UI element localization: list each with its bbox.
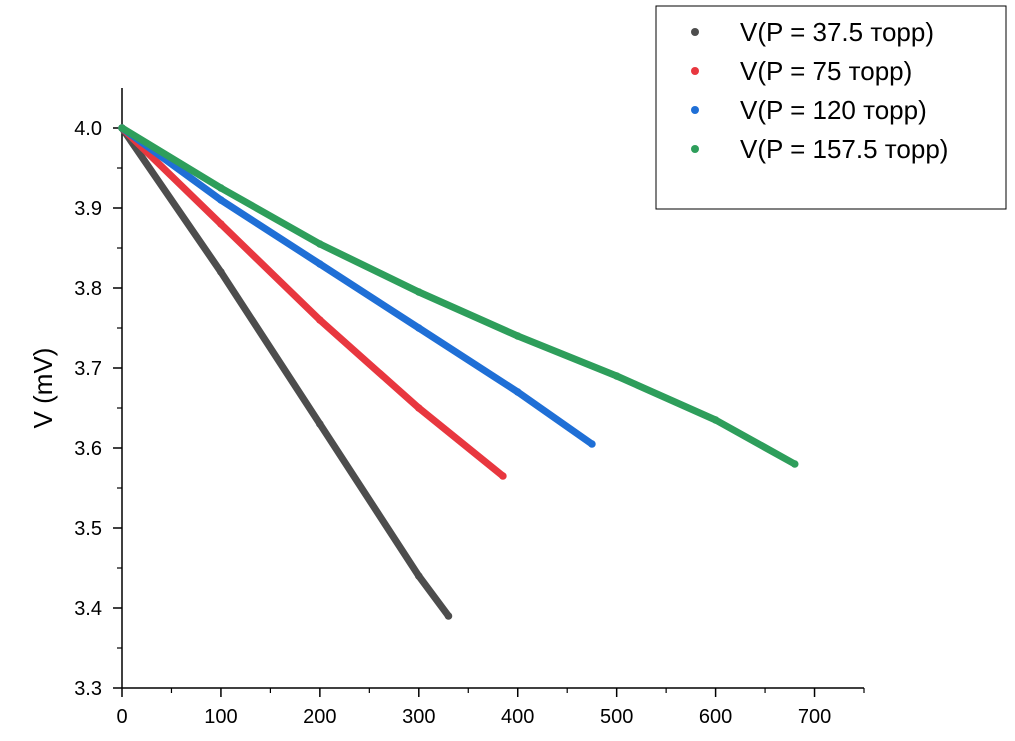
legend-label: V(P = 37.5 торр) <box>740 17 934 47</box>
data-point <box>415 324 423 332</box>
x-tick-label: 0 <box>116 706 127 728</box>
data-point <box>316 420 324 428</box>
legend-marker <box>691 67 699 75</box>
data-point <box>513 332 522 340</box>
x-tick-label: 700 <box>798 706 831 728</box>
legend-marker <box>691 28 699 36</box>
legend-label: V(P = 157.5 торр) <box>740 134 948 164</box>
series-line-3 <box>118 124 799 468</box>
x-tick-label: 200 <box>303 706 336 728</box>
legend-box <box>655 5 1007 210</box>
y-tick-label: 3.8 <box>74 278 102 300</box>
x-tick-label: 100 <box>204 706 237 728</box>
y-tick-label: 3.7 <box>74 358 102 380</box>
data-point <box>415 404 423 412</box>
data-point <box>217 220 225 228</box>
x-tick-label: 400 <box>501 706 534 728</box>
y-tick-label: 3.9 <box>74 198 102 220</box>
y-tick-label: 3.5 <box>74 518 102 540</box>
data-point <box>711 416 720 424</box>
y-tick-label: 3.6 <box>74 438 102 460</box>
data-point <box>499 472 507 480</box>
data-point <box>415 572 423 580</box>
x-tick-label: 600 <box>699 706 732 728</box>
y-tick-label: 3.4 <box>74 598 102 620</box>
data-point <box>217 268 225 276</box>
y-tick-label: 4.0 <box>74 118 102 140</box>
data-point <box>790 460 799 468</box>
data-point <box>118 124 126 132</box>
legend: V(P = 37.5 торр) V(P = 75 торр) V(P = 120 … <box>655 5 1007 210</box>
axes: 0 100 200 300 400 500 600 700 3.3 3.4 3.5 3.6 3.7 3.8… <box>28 88 865 728</box>
legend-label: V(P = 75 торр) <box>740 56 912 86</box>
data-point <box>316 240 324 248</box>
data-point <box>415 288 423 296</box>
series-line-2 <box>118 124 596 448</box>
data-point <box>217 184 225 192</box>
series-line-0 <box>118 124 452 620</box>
legend-label: V(P = 120 торр) <box>740 95 927 125</box>
series-layer <box>118 124 799 620</box>
data-point <box>612 372 621 380</box>
data-point <box>217 196 225 204</box>
data-point <box>444 612 453 620</box>
y-axis-title: V (mV) <box>28 348 58 429</box>
x-tick-label: 500 <box>600 706 633 728</box>
legend-marker <box>691 145 699 153</box>
data-point <box>513 388 522 396</box>
legend-marker <box>691 106 699 114</box>
y-tick-label: 3.3 <box>74 678 102 700</box>
data-point <box>316 316 324 324</box>
x-tick-label: 300 <box>402 706 435 728</box>
data-point <box>588 440 596 448</box>
data-point <box>316 260 324 268</box>
